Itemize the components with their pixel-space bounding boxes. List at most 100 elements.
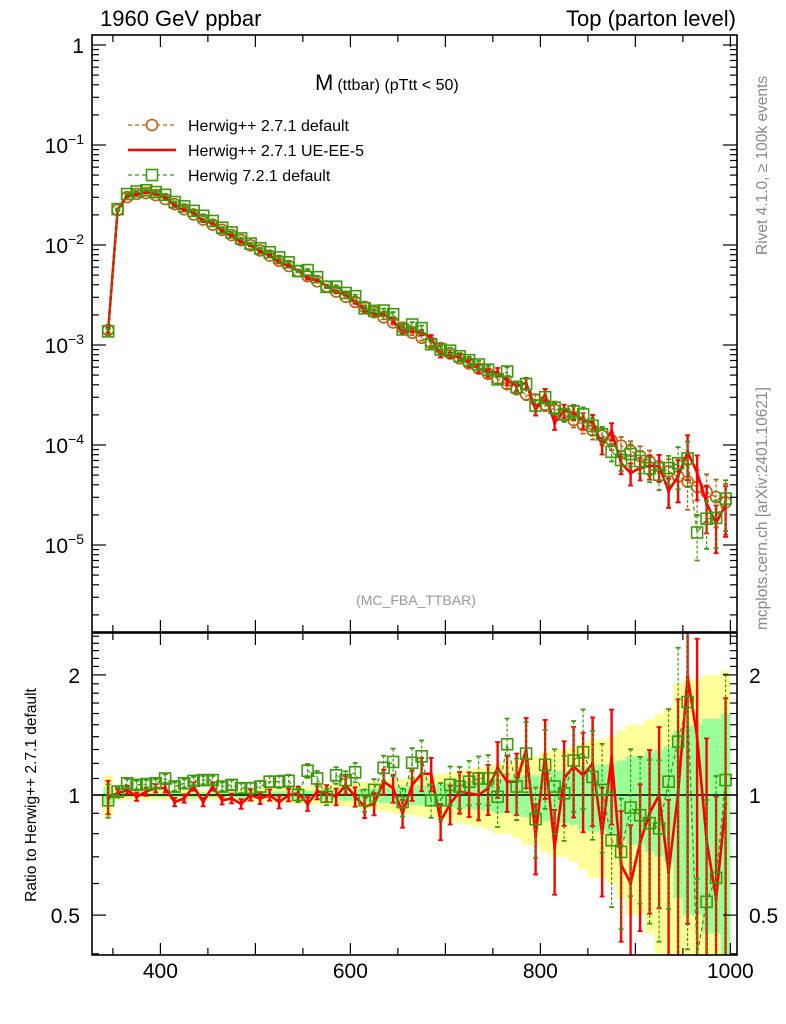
ratio-herwig7-default-point xyxy=(567,754,580,767)
ratio-herwig7-default-point xyxy=(529,812,542,826)
ratio-herwig7-default-point xyxy=(168,780,181,793)
herwig7-default-point xyxy=(700,512,713,526)
x-tick-label: 400 xyxy=(143,960,178,983)
herwigpp-ue-ee-5-point xyxy=(553,421,557,425)
herwig7-default-point xyxy=(386,307,400,321)
herwig7-default-point xyxy=(149,185,162,199)
legend-marker-square xyxy=(145,168,159,182)
herwigpp-ue-ee-5-point xyxy=(657,464,661,468)
ratio-herwigpp-ue-ee-5-point xyxy=(534,834,538,838)
herwig7-default-point xyxy=(529,399,542,412)
ratio-herwigpp-ue-ee-5-point xyxy=(401,811,405,815)
herwigpp-ue-ee-5-point xyxy=(372,312,376,316)
ratio-herwigpp-ue-ee-5-point xyxy=(372,802,376,806)
ratio-band-inner xyxy=(530,775,541,818)
ratio-herwig7-default-point xyxy=(158,772,172,785)
ratio-herwigpp-ue-ee-5-series-line xyxy=(107,676,727,899)
ratio-herwigpp-ue-ee-5-point xyxy=(439,819,443,823)
ratio-herwig7-default-point xyxy=(320,790,333,804)
herwig7-default-series-line xyxy=(107,189,727,535)
ratio-herwigpp-ue-ee-5-point xyxy=(334,795,338,799)
ratio-herwigpp-ue-ee-5-point xyxy=(648,811,652,815)
y-tick-label-base: 10 xyxy=(45,535,68,558)
ratio-herwig7-default-point xyxy=(225,778,238,792)
y-tick-label-exponent: −3 xyxy=(68,331,84,347)
herwig7-default-point xyxy=(291,264,305,278)
x-tick-label: 600 xyxy=(333,960,368,983)
herwig7-default-point xyxy=(481,363,495,376)
herwig7-default-point xyxy=(310,270,324,284)
y-tick-label: 10−4 xyxy=(45,431,85,458)
y-tick-label: 10−1 xyxy=(45,131,85,158)
herwig7-default-point xyxy=(643,461,656,475)
ratio-herwigpp-ue-ee-5-point xyxy=(315,790,319,794)
herwig7-default-point xyxy=(500,365,514,378)
ratio-herwigpp-ue-ee-5-point xyxy=(258,797,262,801)
herwig7-default-point xyxy=(405,318,419,331)
ratio-herwig7-default-point xyxy=(348,765,362,779)
y-tick-label-base: 10 xyxy=(45,335,68,358)
y-tick-label-exponent: −4 xyxy=(68,431,84,447)
ratio-herwig7-default-point xyxy=(633,808,647,822)
ratio-herwigpp-ue-ee-5-point xyxy=(249,793,253,797)
legend-label: Herwig++ 2.7.1 default xyxy=(188,118,350,135)
ratio-herwig7-default-point xyxy=(595,783,609,797)
ratio-herwig7-default-point xyxy=(576,745,590,759)
legend-marker-circle xyxy=(145,118,159,132)
ratio-herwigpp-ue-ee-5-point xyxy=(629,882,633,886)
ratio-herwigpp-ue-ee-5-point xyxy=(610,756,614,760)
herwigpp-ue-ee-5-point xyxy=(239,240,243,244)
herwig7-default-point xyxy=(576,408,590,421)
ratio-herwig7-default-point xyxy=(358,793,371,807)
herwig7-default-point xyxy=(605,445,618,459)
herwigpp-ue-ee-5-point xyxy=(667,489,671,493)
ratio-herwigpp-ue-ee-5-point xyxy=(230,797,234,801)
herwig7-default-point xyxy=(320,280,333,294)
herwigpp-ue-ee-5-point xyxy=(676,474,680,478)
ratio-herwig7-default-point xyxy=(700,895,713,909)
herwig7-default-point xyxy=(367,304,381,318)
ratio-herwig7-default-point xyxy=(396,795,409,809)
herwigpp-ue-ee-5-point xyxy=(125,194,129,198)
herwigpp-ue-ee-5-series-line xyxy=(106,190,727,527)
herwigpp-ue-ee-5-point xyxy=(306,276,310,280)
herwig7-default-point xyxy=(177,200,191,213)
herwig7-default-point xyxy=(519,377,533,391)
ratio-herwig7-default-point xyxy=(244,781,257,795)
herwig7-default-point xyxy=(253,242,267,255)
herwigpp-ue-ee-5-point xyxy=(420,331,424,335)
ratio-herwig7-default-point xyxy=(282,774,295,788)
herwig7-default-point xyxy=(139,183,153,197)
herwig7-default-point xyxy=(538,390,552,404)
herwig7-default-point xyxy=(348,289,362,303)
y-tick-label-exponent: −5 xyxy=(68,531,84,547)
y-tick-label: 10−2 xyxy=(45,231,85,258)
herwig7-default-point xyxy=(633,454,647,468)
herwig7-default-point xyxy=(168,195,181,209)
ratio-herwigpp-ue-ee-5-point xyxy=(667,870,671,874)
herwigpp-ue-ee-5-point xyxy=(268,254,272,258)
herwig7-default-point xyxy=(690,526,704,539)
ratio-herwig7-default-point xyxy=(196,773,210,787)
ratio-herwigpp-ue-ee-5-point xyxy=(201,800,205,804)
ratio-y-tick-label-right: 1 xyxy=(749,785,761,808)
herwig7-default-point xyxy=(595,428,609,441)
herwig7-default-point xyxy=(377,304,390,317)
ratio-herwig7-default-point xyxy=(519,747,533,760)
ratio-herwig7-default-point xyxy=(662,775,675,788)
ratio-herwig7-default-point xyxy=(605,833,618,847)
herwig7-default-point xyxy=(548,401,561,414)
herwigpp-ue-ee-5-point xyxy=(258,249,262,253)
herwigpp-ue-ee-5-point xyxy=(458,356,462,360)
legend-label: Herwig++ 2.7.1 UE-EE-5 xyxy=(188,143,364,160)
herwigpp-ue-ee-5-point xyxy=(220,229,224,233)
ratio-herwig7-default-point xyxy=(215,780,229,793)
herwigpp-ue-ee-5-point xyxy=(648,464,652,468)
ratio-herwig7-default-point xyxy=(719,773,732,787)
ratio-herwig7-default-point xyxy=(510,780,523,793)
herwig7-default-point xyxy=(453,349,466,363)
herwig7-default-point xyxy=(158,188,172,202)
herwigpp-ue-ee-5-point xyxy=(524,381,528,385)
ratio-herwigpp-ue-ee-5-point xyxy=(239,802,243,806)
ratio-y-tick-label: 2 xyxy=(68,665,80,688)
